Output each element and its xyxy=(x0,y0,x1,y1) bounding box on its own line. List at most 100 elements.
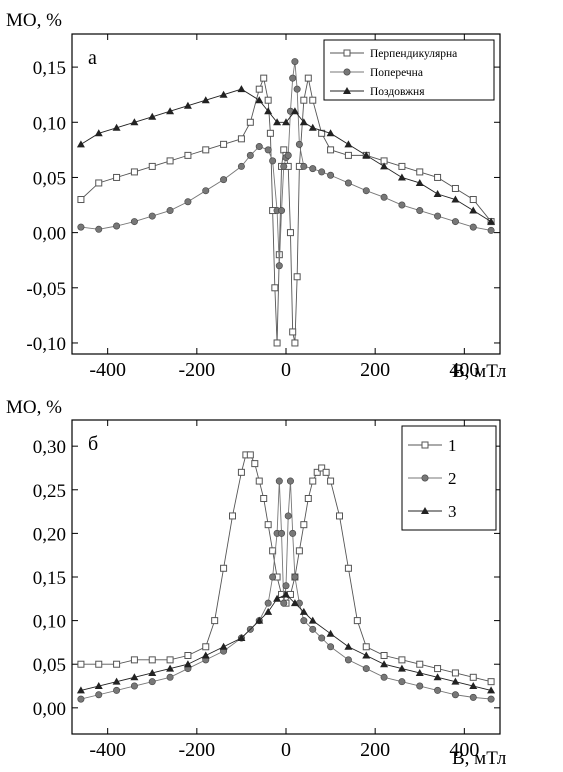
panel-a-y-tick-label: -0,10 xyxy=(26,334,66,355)
panel-b-data-point xyxy=(300,617,308,625)
panel-b-data-point xyxy=(487,678,495,686)
panel-a-legend-entry: Поздовжня xyxy=(370,86,425,98)
panel-b-y-tick-label: 0,00 xyxy=(33,699,66,720)
panel-a-data-point xyxy=(264,107,273,115)
panel-a-data-point xyxy=(269,157,277,165)
panel-b-data-point xyxy=(282,590,290,598)
panel-b-data-point xyxy=(278,529,286,537)
panel-b-data-point xyxy=(275,477,283,485)
panel-a-data-point xyxy=(380,193,388,201)
panel-b-data-point xyxy=(264,521,272,529)
panel-a-data-point xyxy=(286,229,294,237)
panel-b-y-tick-label: 0,15 xyxy=(33,568,66,589)
panel-b-data-point xyxy=(451,691,459,699)
panel-a-data-point xyxy=(273,339,281,347)
panel-a-data-point xyxy=(344,151,352,159)
chart-panel-b: -400 -200 0 200 400 0,00 0,05 0,10 0,15 0,20 0,25 0… xyxy=(6,397,507,769)
panel-b-data-point xyxy=(309,477,317,485)
panel-a-series-line xyxy=(80,76,492,344)
panel-a-data-point xyxy=(148,112,157,120)
panel-a-data-point xyxy=(289,328,297,336)
panel-a-series-2 xyxy=(77,58,495,270)
panel-b-legend: 1 2 3 xyxy=(401,425,497,531)
panel-a-data-point xyxy=(130,118,139,126)
panel-b-data-point xyxy=(260,495,268,502)
panel-b-data-point xyxy=(251,460,259,468)
panel-b-data-point xyxy=(269,573,277,581)
panel-b-data-point xyxy=(211,617,219,625)
panel-b-data-point xyxy=(318,464,326,472)
panel-b-y-axis-label: МО, % xyxy=(6,397,62,418)
panel-a-data-point xyxy=(416,207,424,215)
panel-b-data-point xyxy=(202,643,210,651)
panel-a-data-point xyxy=(183,101,192,109)
panel-a-legend-entry: Перпендикулярна xyxy=(370,48,457,60)
panel-a-y-tick-label: 0,10 xyxy=(33,113,66,134)
panel-a-x-tick-label: 200 xyxy=(360,359,390,381)
panel-b-data-point xyxy=(326,629,335,637)
panel-a-data-point xyxy=(344,140,353,148)
panel-a-data-point xyxy=(284,151,292,159)
panel-b-data-point xyxy=(229,512,236,520)
panel-a-data-point xyxy=(148,162,156,170)
panel-a-data-point xyxy=(166,157,174,165)
panel-a-label: a xyxy=(88,47,97,69)
panel-a-data-point xyxy=(166,207,174,215)
panel-a-x-axis-label: B, мТл xyxy=(452,361,507,382)
panel-a-data-point xyxy=(264,96,272,104)
panel-b-data-point xyxy=(380,660,389,668)
panel-b-data-point xyxy=(219,642,228,650)
panel-b-data-point xyxy=(300,521,308,529)
panel-a-data-point xyxy=(398,162,406,170)
panel-a-data-point xyxy=(362,187,370,195)
panel-b-legend-entry: 2 xyxy=(448,469,457,488)
panel-a-data-point xyxy=(327,146,335,154)
panel-b-data-point xyxy=(380,673,388,681)
panel-b-x-tick-label: -400 xyxy=(89,739,126,761)
panel-b-data-point xyxy=(313,468,321,476)
panel-b-data-point xyxy=(433,673,442,681)
panel-b-data-point xyxy=(184,652,192,659)
panel-b-data-point xyxy=(344,642,353,650)
panel-a-data-point xyxy=(469,206,478,214)
panel-a-data-point xyxy=(416,168,424,176)
panel-b-legend-marker xyxy=(421,474,429,482)
panel-a-x-tick-label: 400 xyxy=(449,359,479,381)
panel-b-data-point xyxy=(362,665,370,673)
panel-b-data-point xyxy=(264,599,272,607)
panel-b-series-line xyxy=(80,593,492,691)
panel-b-data-point xyxy=(295,547,303,555)
panel-a-data-point xyxy=(326,129,335,137)
panel-b-data-point xyxy=(264,607,273,615)
panel-a-data-point xyxy=(309,96,317,104)
panel-a-data-point xyxy=(273,118,282,126)
panel-b-data-point xyxy=(77,660,85,668)
panel-a-legend-marker xyxy=(343,68,351,76)
panel-b-data-point xyxy=(113,686,121,694)
panel-a-data-point xyxy=(77,223,85,231)
panel-b-data-point xyxy=(416,682,424,690)
panel-b-data-point xyxy=(344,656,352,664)
panel-b-data-point xyxy=(255,616,264,624)
panel-b-x-axis-label: B, мТл xyxy=(452,748,507,769)
panel-b-data-point xyxy=(451,677,460,685)
panel-b-data-point xyxy=(94,682,103,690)
panel-a-data-point xyxy=(362,151,371,159)
panel-a-data-point xyxy=(451,184,459,192)
panel-b-data-point xyxy=(308,616,317,624)
panel-b-legend-marker xyxy=(421,507,429,514)
panel-a-series-1 xyxy=(77,74,495,347)
panel-a-x-tick-label: 0 xyxy=(281,359,291,381)
panel-a-data-point xyxy=(219,90,228,98)
panel-b-data-point xyxy=(290,599,299,607)
panel-b-data-point xyxy=(237,468,245,476)
panel-a-y-axis-label: МО, % xyxy=(6,10,62,31)
panel-a-data-point xyxy=(264,146,272,154)
panel-b-data-point xyxy=(166,664,175,672)
panel-a-data-point xyxy=(95,179,103,187)
panel-b-data-point xyxy=(451,669,459,677)
panel-a-data-point xyxy=(113,173,121,181)
panel-b-data-point xyxy=(434,665,442,673)
panel-a-data-point xyxy=(295,140,303,148)
panel-a-data-point xyxy=(271,284,279,292)
